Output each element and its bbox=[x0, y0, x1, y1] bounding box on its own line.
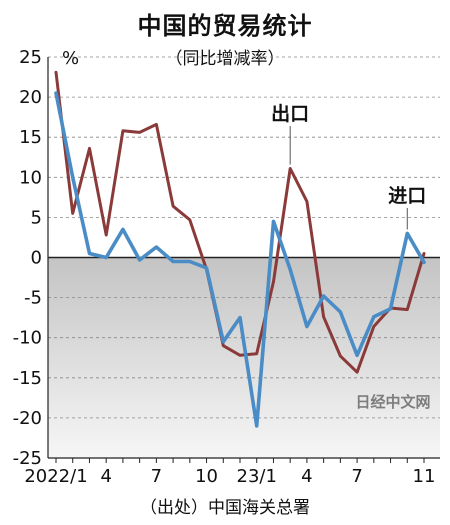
y-tick-label: -10 bbox=[13, 328, 42, 349]
x-tick-label: 23/1 bbox=[237, 466, 277, 487]
source-note: （出处）中国海关总署 bbox=[140, 498, 310, 518]
y-tick-label: 10 bbox=[19, 167, 42, 188]
x-tick-label: 7 bbox=[351, 466, 362, 487]
y-tick-label: 15 bbox=[19, 127, 42, 148]
negative-area-shading bbox=[48, 257, 440, 458]
y-tick-label: 0 bbox=[31, 248, 42, 269]
y-tick-label: -20 bbox=[13, 408, 42, 429]
y-tick-label: -25 bbox=[13, 448, 42, 469]
y-tick-label: -5 bbox=[24, 288, 42, 309]
series-label-exports: 出口 bbox=[271, 102, 309, 125]
chart-subtitle: （同比增减率） bbox=[165, 49, 285, 69]
watermark-text: 日经中文网 bbox=[355, 393, 430, 411]
x-tick-label: 10 bbox=[195, 466, 218, 487]
x-tick-label: 2022/1 bbox=[24, 466, 87, 487]
x-tick-label: 4 bbox=[301, 466, 312, 487]
y-tick-label: 25 bbox=[19, 47, 42, 68]
y-axis-unit: % bbox=[62, 48, 79, 69]
y-tick-label: 20 bbox=[19, 87, 42, 108]
chart-title: 中国的贸易统计 bbox=[137, 12, 313, 40]
y-tick-label: -15 bbox=[13, 368, 42, 389]
x-tick-label: 7 bbox=[151, 466, 162, 487]
y-tick-label: 5 bbox=[31, 207, 42, 228]
x-tick-label: 4 bbox=[100, 466, 111, 487]
x-tick-label: 11 bbox=[413, 466, 436, 487]
series-line-imports bbox=[54, 91, 426, 428]
series-label-imports: 进口 bbox=[388, 185, 426, 207]
series-line-exports bbox=[54, 70, 426, 374]
